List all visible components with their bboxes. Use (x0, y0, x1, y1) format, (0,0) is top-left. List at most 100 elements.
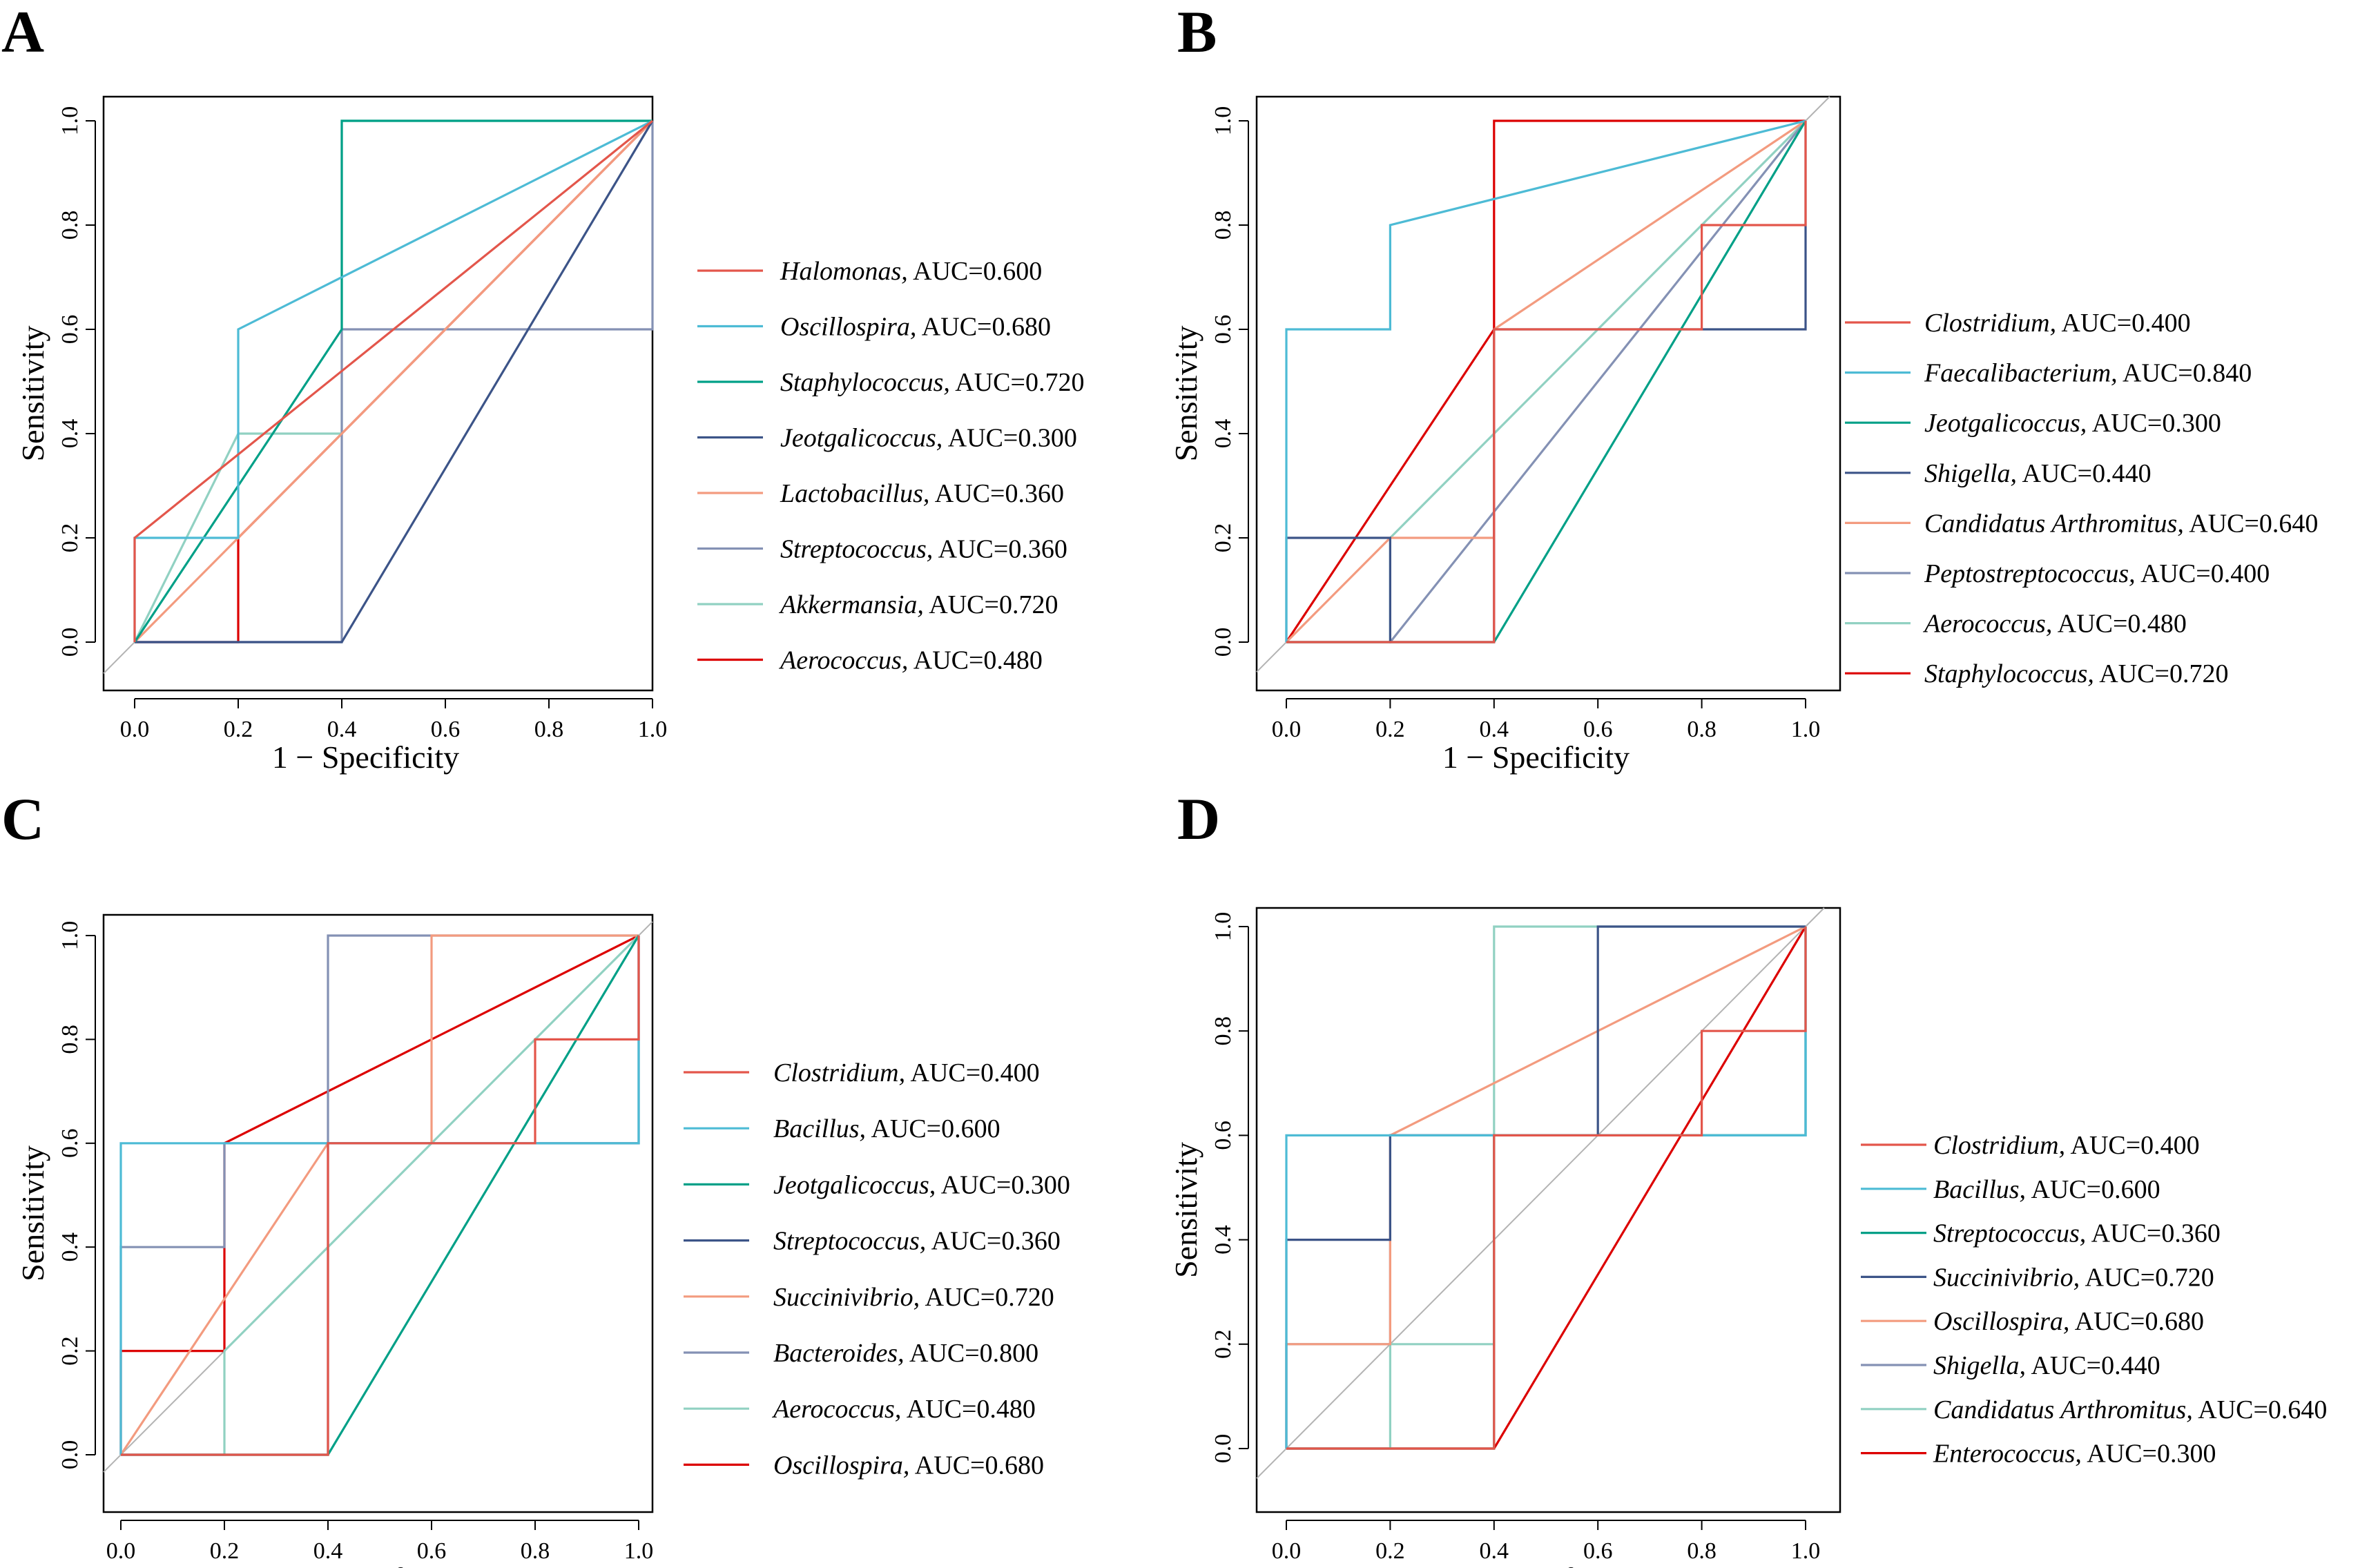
panel-a-legend-label: Halomonas, AUC=0.600 (780, 257, 1042, 286)
panel-a-legend-label: Staphylococcus, AUC=0.720 (780, 368, 1084, 397)
legend-auc-value: AUC=0.840 (2118, 359, 2252, 388)
panel-c-x-tick-label: 0.2 (210, 1538, 240, 1564)
panel-d-legend-label: Clostridium, AUC=0.400 (1933, 1131, 2200, 1160)
panel-a-x-tick-label: 0.8 (534, 717, 564, 742)
legend-auc-value: AUC=0.400 (905, 1058, 1040, 1087)
panel-b-y-tick-label: 1.0 (1210, 106, 1236, 136)
legend-auc-value: AUC=0.400 (2056, 309, 2191, 338)
panel-c-y-axis-title: Sensitivity (15, 1145, 50, 1281)
panel-a-legend-label: Jeotgalicoccus, AUC=0.300 (780, 424, 1077, 453)
legend-auc-value: AUC=0.480 (908, 646, 1043, 675)
panel-c-legend-label: Bacteroides, AUC=0.800 (773, 1339, 1038, 1368)
legend-auc-value: AUC=0.360 (926, 1227, 1061, 1256)
panel-a-legend-label: Aerococcus, AUC=0.480 (778, 646, 1043, 675)
legend-auc-value: AUC=0.640 (2193, 1395, 2328, 1424)
panel-b-legend-label: Candidatus Arthromitus, AUC=0.640 (1924, 509, 2318, 538)
panel-b-y-tick-label: 0.2 (1210, 523, 1236, 553)
panel-a-y-axis-title: Sensitivity (15, 326, 50, 462)
panel-b-legend-label: Faecalibacterium, AUC=0.840 (1924, 359, 2252, 388)
panel-a-x-tick-label: 0.2 (224, 717, 253, 742)
panel-c-roc-curve-clostridium (121, 936, 640, 1456)
legend-taxon-name: Shigella, (1924, 459, 2017, 488)
legend-taxon-name: Halomonas, (780, 257, 908, 286)
panel-a-legend-label: Streptococcus, AUC=0.360 (780, 535, 1067, 564)
panel-a-y-tick-label: 0.8 (57, 211, 83, 240)
legend-taxon-name: Bacillus, (773, 1114, 866, 1143)
panel-c-legend-label: Aerococcus, AUC=0.480 (771, 1395, 1036, 1424)
legend-taxon-name: Succinivibrio, (773, 1283, 920, 1312)
legend-auc-value: AUC=0.720 (924, 590, 1058, 619)
legend-auc-value: AUC=0.480 (2052, 610, 2187, 639)
panel-c-x-tick-label: 0.0 (106, 1538, 136, 1564)
panel-a-roc-curve-jeotgalicoccus (135, 120, 654, 643)
panel-d-legend-label: Succinivibrio, AUC=0.720 (1933, 1263, 2214, 1292)
panel-d-x-tick-label: 0.4 (1480, 1538, 1509, 1564)
panel-c-letter: C (1, 786, 44, 852)
legend-taxon-name: Shigella, (1933, 1351, 2026, 1380)
panel-b-roc-curve-clostridium (1286, 121, 1807, 643)
legend-auc-value: AUC=0.800 (905, 1339, 1039, 1368)
legend-taxon-name: Faecalibacterium, (1924, 359, 2118, 388)
panel-b-x-tick-label: 0.8 (1687, 717, 1717, 742)
panel-d-x-tick-label: 0.8 (1687, 1538, 1717, 1564)
panel-d-y-tick-label: 0.0 (1210, 1434, 1236, 1464)
legend-taxon-name: Aerococcus, (1922, 610, 2052, 639)
panel-a-roc-curve-halomonas (133, 119, 654, 642)
panel-d-roc-curve-clostridium (1286, 927, 1807, 1450)
legend-taxon-name: Streptococcus, (1933, 1219, 2086, 1248)
panel-c-x-tick-label: 0.4 (313, 1538, 343, 1564)
legend-auc-value: AUC=0.680 (2069, 1307, 2204, 1336)
legend-auc-value: AUC=0.300 (2087, 409, 2221, 438)
panel-d-y-tick-label: 0.2 (1210, 1330, 1236, 1359)
panel-d-reference-diagonal (1256, 907, 1825, 1479)
legend-taxon-name: Bacillus, (1933, 1175, 2026, 1204)
legend-taxon-name: Clostridium, (1924, 309, 2056, 338)
legend-taxon-name: Clostridium, (773, 1058, 905, 1087)
panel-b-x-axis-title: 1 − Specificity (1442, 739, 1630, 775)
legend-auc-value: AUC=0.720 (2094, 659, 2229, 688)
panel-c-legend-label: Streptococcus, AUC=0.360 (773, 1227, 1061, 1256)
legend-auc-value: AUC=0.360 (2086, 1219, 2221, 1248)
panel-b-letter: B (1177, 0, 1217, 65)
legend-taxon-name: Jeotgalicoccus, (773, 1170, 936, 1199)
panel-b-y-tick-label: 0.6 (1210, 315, 1236, 345)
legend-taxon-name: Jeotgalicoccus, (780, 424, 942, 453)
panel-d-x-axis-title: 1 − Specificity (1442, 1561, 1630, 1568)
legend-taxon-name: Streptococcus, (773, 1227, 926, 1256)
panel-d-legend-label: Candidatus Arthromitus, AUC=0.640 (1933, 1395, 2327, 1424)
legend-auc-value: AUC=0.680 (916, 313, 1051, 342)
legend-taxon-name: Staphylococcus, (1924, 659, 2094, 688)
legend-auc-value: AUC=0.300 (936, 1170, 1070, 1199)
panel-c-plot-frame (102, 913, 654, 1513)
legend-taxon-name: Staphylococcus, (780, 368, 950, 397)
legend-taxon-name: Peptostreptococcus, (1924, 559, 2136, 588)
panel-d-y-tick-label: 0.6 (1210, 1121, 1236, 1150)
panel-b-roc-curve-staphylococcus (1285, 119, 1806, 643)
legend-auc-value: AUC=0.600 (2026, 1175, 2160, 1204)
panel-a-legend-label: Oscillospira, AUC=0.680 (780, 313, 1051, 342)
panel-c-y-tick-label: 0.6 (57, 1129, 83, 1159)
legend-auc-value: AUC=0.640 (2184, 509, 2319, 538)
legend-taxon-name: Enterococcus, (1933, 1440, 2082, 1469)
legend-auc-value: AUC=0.600 (866, 1114, 1000, 1143)
panel-b-y-axis-title: Sensitivity (1168, 326, 1203, 462)
legend-auc-value: AUC=0.480 (901, 1395, 1036, 1424)
panel-c-legend-label: Bacillus, AUC=0.600 (773, 1114, 1000, 1143)
panel-b-x-tick-label: 0.6 (1583, 717, 1613, 742)
panel-d-y-tick-label: 0.8 (1210, 1016, 1236, 1046)
panel-b-legend-label: Staphylococcus, AUC=0.720 (1924, 659, 2228, 688)
legend-auc-value: AUC=0.680 (909, 1451, 1044, 1480)
legend-auc-value: AUC=0.440 (2026, 1351, 2160, 1380)
panel-c-y-tick-label: 0.4 (57, 1232, 83, 1262)
panel-d-x-tick-label: 1.0 (1791, 1538, 1821, 1564)
legend-auc-value: AUC=0.300 (942, 424, 1077, 453)
panel-c-x-tick-label: 0.8 (521, 1538, 550, 1564)
panel-b-y-tick-label: 0.4 (1210, 419, 1236, 449)
panel-d-plot-frame (1255, 907, 1841, 1513)
legend-auc-value: AUC=0.440 (2017, 459, 2152, 488)
panel-a-y-tick-label: 0.2 (57, 523, 83, 553)
panel-c-y-tick-label: 0.8 (57, 1025, 83, 1054)
legend-taxon-name: Aerococcus, (771, 1395, 901, 1424)
panel-c-legend-label: Jeotgalicoccus, AUC=0.300 (773, 1170, 1070, 1199)
